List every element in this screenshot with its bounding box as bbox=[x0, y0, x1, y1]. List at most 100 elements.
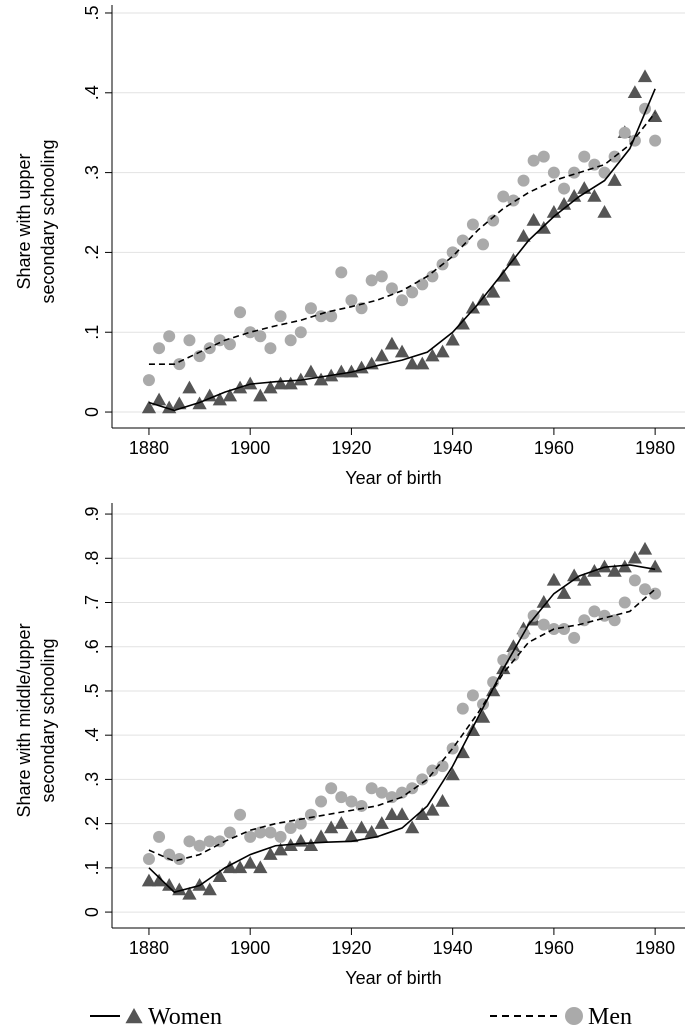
circle-marker bbox=[274, 830, 287, 843]
y-axis-title: Share with upper bbox=[14, 153, 34, 289]
circle-marker bbox=[578, 614, 591, 627]
y-axis-title: secondary schooling bbox=[38, 139, 58, 303]
fit-line bbox=[148, 88, 656, 412]
x-tick-label: 1980 bbox=[635, 938, 675, 958]
circle-marker bbox=[163, 330, 176, 343]
triangle-marker bbox=[162, 878, 177, 891]
triangle-marker bbox=[486, 284, 501, 298]
circle-marker bbox=[375, 270, 388, 283]
circle-marker bbox=[244, 326, 257, 339]
triangle-marker bbox=[232, 860, 248, 874]
circle-marker bbox=[355, 799, 368, 812]
x-tick-label: 1900 bbox=[230, 438, 270, 458]
circle-marker bbox=[598, 166, 611, 179]
circle-marker bbox=[294, 817, 307, 830]
circle-marker bbox=[294, 326, 307, 339]
circle-marker bbox=[507, 649, 520, 662]
circle-marker bbox=[213, 835, 226, 848]
y-axis-title: secondary schooling bbox=[38, 638, 58, 802]
triangle-marker bbox=[607, 564, 622, 577]
triangle-marker bbox=[425, 348, 440, 362]
circle-marker bbox=[335, 266, 348, 279]
circle-marker bbox=[142, 374, 155, 387]
circle-marker bbox=[173, 853, 186, 866]
circle-marker bbox=[618, 596, 631, 609]
circle-marker bbox=[142, 853, 155, 866]
triangle-marker bbox=[202, 388, 217, 402]
triangle-marker bbox=[222, 388, 238, 402]
circle-marker bbox=[416, 278, 429, 291]
x-tick-label: 1920 bbox=[331, 438, 371, 458]
circle-marker bbox=[153, 830, 166, 843]
circle-marker bbox=[284, 822, 297, 835]
triangle-marker bbox=[344, 364, 359, 378]
y-tick-label: 0 bbox=[82, 907, 102, 917]
x-axis-title: Year of birth bbox=[345, 468, 441, 488]
y-tick-label: 0 bbox=[82, 407, 102, 417]
circle-marker bbox=[223, 338, 236, 351]
triangle-marker bbox=[243, 855, 258, 869]
triangle-marker bbox=[202, 882, 217, 896]
triangle-marker bbox=[182, 886, 197, 900]
triangle-marker bbox=[536, 595, 551, 608]
triangle-marker bbox=[455, 316, 470, 330]
circle-marker bbox=[588, 605, 601, 618]
circle-marker bbox=[223, 826, 236, 839]
legend-marker bbox=[565, 1007, 583, 1025]
triangle-marker bbox=[182, 380, 197, 394]
circle-marker bbox=[477, 238, 490, 251]
circle-marker bbox=[355, 302, 368, 315]
fit-line bbox=[148, 564, 656, 894]
legend-marker bbox=[125, 1008, 143, 1024]
triangle-marker bbox=[212, 869, 227, 882]
circle-marker bbox=[466, 689, 479, 702]
circle-marker bbox=[304, 808, 317, 821]
triangle-marker bbox=[364, 824, 379, 838]
triangle-marker bbox=[141, 400, 157, 414]
triangle-marker bbox=[526, 212, 541, 226]
circle-marker bbox=[416, 773, 429, 786]
y-tick-label: .4 bbox=[82, 728, 102, 743]
triangle-marker bbox=[435, 794, 450, 807]
circle-marker bbox=[284, 334, 297, 347]
y-tick-label: .1 bbox=[82, 325, 102, 340]
circle-marker bbox=[203, 835, 216, 848]
circle-marker bbox=[517, 174, 530, 187]
circle-marker bbox=[365, 274, 378, 287]
triangle-marker bbox=[394, 344, 410, 358]
y-tick-label: .5 bbox=[82, 683, 102, 698]
y-axis-title: Share with middle/upper bbox=[14, 623, 34, 817]
circle-marker bbox=[234, 808, 247, 821]
triangle-marker bbox=[648, 109, 663, 122]
circle-marker bbox=[375, 786, 388, 799]
triangle-marker bbox=[516, 228, 531, 242]
triangle-marker bbox=[496, 268, 511, 282]
circle-marker bbox=[365, 782, 378, 795]
x-tick-label: 1940 bbox=[433, 438, 473, 458]
circle-marker bbox=[547, 166, 560, 179]
triangle-marker bbox=[141, 873, 157, 887]
y-tick-label: .1 bbox=[82, 860, 102, 875]
triangle-marker bbox=[425, 802, 440, 816]
circle-marker bbox=[649, 587, 662, 600]
circle-marker bbox=[649, 134, 662, 147]
triangle-marker bbox=[577, 181, 592, 194]
triangle-marker bbox=[253, 388, 268, 402]
circle-marker bbox=[527, 609, 540, 622]
y-tick-label: .7 bbox=[82, 595, 102, 610]
triangle-marker bbox=[151, 873, 167, 887]
circle-marker bbox=[628, 574, 641, 587]
x-tick-label: 1920 bbox=[331, 938, 371, 958]
circle-marker bbox=[345, 795, 358, 808]
triangle-marker bbox=[627, 85, 643, 99]
triangle-marker bbox=[192, 878, 207, 891]
triangle-marker bbox=[465, 723, 481, 737]
x-tick-label: 1900 bbox=[230, 938, 270, 958]
x-tick-label: 1940 bbox=[433, 938, 473, 958]
triangle-marker bbox=[465, 300, 481, 314]
triangle-marker bbox=[384, 336, 400, 350]
x-tick-label: 1880 bbox=[129, 938, 169, 958]
triangle-marker bbox=[354, 820, 369, 834]
triangle-marker bbox=[587, 189, 602, 202]
triangle-marker bbox=[405, 356, 420, 370]
